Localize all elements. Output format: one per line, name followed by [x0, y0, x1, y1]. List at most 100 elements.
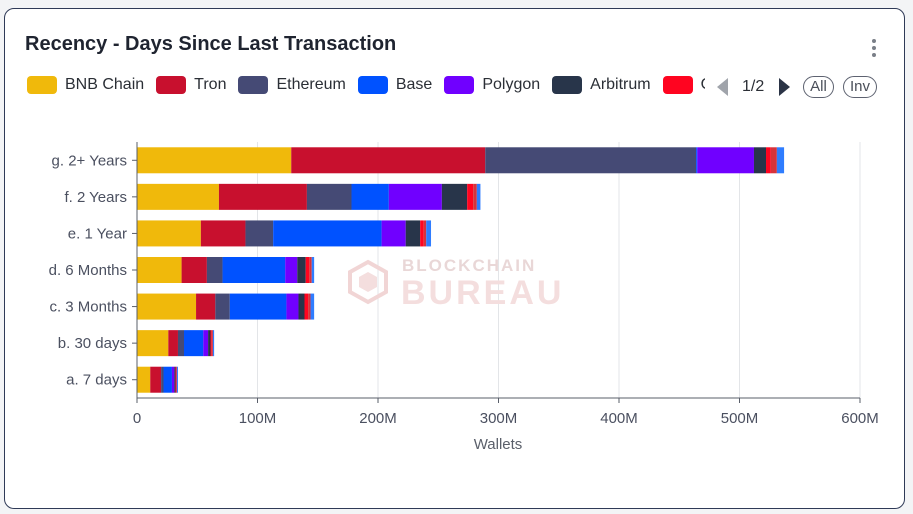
- legend-swatch: [27, 76, 57, 94]
- legend-label: O: [701, 76, 705, 94]
- bars: [137, 147, 785, 393]
- y-tick-label: c. 3 Months: [49, 299, 127, 316]
- bar-segment[interactable]: [229, 293, 287, 320]
- watermark-line1: BLOCKCHAIN: [402, 256, 536, 275]
- bar-segment[interactable]: [171, 366, 175, 393]
- bar-segment[interactable]: [137, 366, 151, 393]
- bar-segment[interactable]: [218, 183, 307, 210]
- bar-segment[interactable]: [137, 183, 219, 210]
- bar-segment[interactable]: [420, 220, 424, 247]
- legend-item[interactable]: Ethereum: [238, 76, 346, 94]
- bar-segment[interactable]: [208, 330, 211, 357]
- y-tick-label: b. 30 days: [58, 335, 127, 352]
- bar-segment[interactable]: [467, 183, 474, 210]
- more-options-icon[interactable]: [865, 39, 883, 63]
- bar-segment[interactable]: [137, 257, 182, 283]
- bar-segment[interactable]: [485, 147, 697, 174]
- legend-label: Polygon: [482, 76, 541, 93]
- legend-item[interactable]: BNB Chain: [27, 76, 144, 94]
- bar-segment[interactable]: [137, 330, 169, 357]
- legend-label: Ethereum: [276, 76, 346, 93]
- legend-swatch: [156, 76, 187, 94]
- legend-item[interactable]: Polygon: [444, 76, 540, 94]
- legend-swatch: [662, 76, 693, 94]
- bar-segment[interactable]: [203, 330, 209, 357]
- legend-prev-page-icon[interactable]: [717, 78, 728, 96]
- legend-swatch: [238, 76, 269, 94]
- bar-segment[interactable]: [206, 257, 223, 283]
- bar-segment[interactable]: [150, 366, 162, 393]
- bar-segment[interactable]: [426, 220, 432, 247]
- grid-lines: [257, 142, 861, 398]
- bar-segment[interactable]: [311, 257, 315, 283]
- bar-segment[interactable]: [200, 220, 246, 247]
- watermark: BLOCKCHAIN BUREAU: [348, 256, 561, 312]
- bar-segment[interactable]: [286, 293, 299, 320]
- legend-all-button[interactable]: All: [803, 76, 834, 98]
- bar-segment[interactable]: [697, 147, 754, 174]
- bar-segment[interactable]: [309, 257, 312, 283]
- y-axis: g. 2+ Years f. 2 Years e. 1 Year d. 6 Month…: [49, 142, 138, 398]
- bar-segment[interactable]: [304, 293, 309, 320]
- legend-next-page-icon[interactable]: [779, 78, 790, 96]
- bar-segment[interactable]: [381, 220, 406, 247]
- legend-item[interactable]: O: [662, 76, 705, 94]
- bar-segment[interactable]: [306, 183, 352, 210]
- bar-segment[interactable]: [776, 147, 785, 174]
- bar-segment[interactable]: [211, 330, 213, 357]
- legend-item[interactable]: Tron: [156, 76, 226, 94]
- bar-segment[interactable]: [441, 183, 468, 210]
- bar-segment[interactable]: [175, 366, 177, 393]
- bar-segment[interactable]: [305, 257, 310, 283]
- x-tick-label: 0: [133, 410, 141, 427]
- bar-segment[interactable]: [196, 293, 216, 320]
- bar-segment[interactable]: [210, 330, 212, 357]
- legend-item[interactable]: Arbitrum: [552, 76, 651, 94]
- bar-segment[interactable]: [770, 147, 777, 174]
- bar-segment[interactable]: [137, 220, 201, 247]
- bar-segment[interactable]: [753, 147, 767, 174]
- watermark-logo-icon: [348, 259, 388, 305]
- bar-segment[interactable]: [308, 293, 311, 320]
- bar-segment[interactable]: [766, 147, 771, 174]
- bar-segment[interactable]: [405, 220, 421, 247]
- x-tick-label: 500M: [721, 410, 759, 427]
- bar-segment[interactable]: [476, 183, 481, 210]
- bar-segment[interactable]: [298, 293, 305, 320]
- y-tick-label: d. 6 Months: [49, 262, 127, 279]
- bar-segment[interactable]: [174, 366, 176, 393]
- bar-segment[interactable]: [183, 330, 204, 357]
- legend-swatch: [357, 76, 388, 94]
- bar-segment[interactable]: [388, 183, 442, 210]
- legend-label: Base: [395, 76, 433, 93]
- bar-segment[interactable]: [351, 183, 389, 210]
- x-tick-label: 600M: [841, 410, 879, 427]
- bar-segment[interactable]: [273, 220, 382, 247]
- bar-segment[interactable]: [297, 257, 306, 283]
- bar-segment[interactable]: [161, 366, 164, 393]
- bar-segment[interactable]: [168, 330, 178, 357]
- legend-item[interactable]: Base: [357, 76, 433, 94]
- bar-segment[interactable]: [222, 257, 286, 283]
- bar-segment[interactable]: [696, 147, 698, 174]
- bar-segment[interactable]: [177, 330, 184, 357]
- bar-segment[interactable]: [310, 293, 315, 320]
- x-axis-title: Wallets: [474, 436, 523, 453]
- legend-swatch: [552, 76, 583, 94]
- bar-segment[interactable]: [291, 147, 486, 174]
- bar-segment[interactable]: [423, 220, 427, 247]
- legend-invert-button[interactable]: Inv: [843, 76, 877, 98]
- y-tick-label: e. 1 Year: [68, 225, 127, 242]
- bar-segment[interactable]: [212, 330, 215, 357]
- bar-segment[interactable]: [215, 293, 230, 320]
- bar-segment[interactable]: [245, 220, 274, 247]
- y-tick-label: g. 2+ Years: [52, 152, 127, 169]
- bar-segment[interactable]: [176, 366, 178, 393]
- bar-segment[interactable]: [473, 183, 477, 210]
- bar-segment[interactable]: [137, 147, 292, 174]
- bar-segment[interactable]: [163, 366, 172, 393]
- bar-segment[interactable]: [181, 257, 207, 283]
- bar-segment[interactable]: [137, 293, 197, 320]
- legend: BNB Chain Tron Ethereum Base Polygon Arbitrum…: [27, 76, 705, 98]
- bar-segment[interactable]: [285, 257, 298, 283]
